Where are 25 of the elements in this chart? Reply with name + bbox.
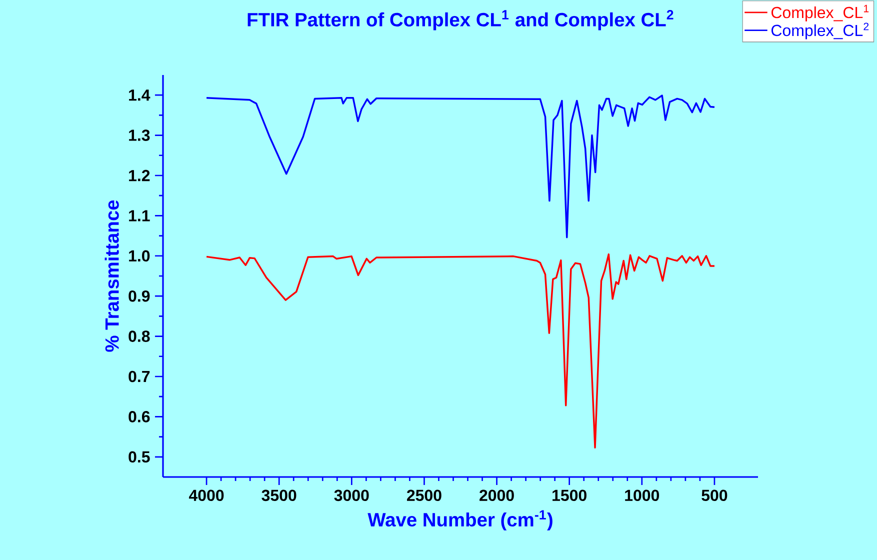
legend-label: Complex_CL$^{2}$	[771, 22, 869, 40]
y-axis-title: % Transmittance	[104, 200, 119, 352]
x-tick-label: 4000	[188, 490, 224, 502]
y-tick-label: 0.7	[128, 370, 150, 382]
x-tick-label: 2000	[480, 490, 514, 502]
line-series	[206, 94, 716, 238]
y-tick-label: 0.5	[128, 451, 150, 463]
line-series	[206, 253, 716, 449]
chart-title: FTIR Pattern of Complex CL$^{1}$ and Complex CL$^{2}$	[248, 10, 674, 30]
legend-label: Complex_CL$^{1}$	[771, 4, 869, 22]
x-tick-label: 3000	[334, 490, 369, 502]
y-tick-label: 1.3	[129, 130, 150, 141]
y-tick-label: 0.9	[128, 290, 150, 302]
x-tick-label: 1500	[552, 490, 586, 502]
y-tick-label: 0.6	[128, 411, 150, 422]
x-tick-label: 2500	[406, 490, 442, 502]
y-tick-label: 1.0	[129, 250, 150, 262]
x-tick-label: 500	[702, 490, 728, 502]
y-tick-label: 1.4	[129, 90, 150, 101]
x-axis-title: Wave Number (cm$^{-1}$)	[368, 510, 552, 530]
x-tick-label: 1000	[625, 490, 660, 502]
x-tick-label: 3500	[262, 490, 296, 502]
y-tick-label: 1.2	[129, 170, 150, 182]
y-tick-label: 1.1	[129, 210, 150, 222]
y-tick-label: 0.8	[128, 330, 150, 342]
